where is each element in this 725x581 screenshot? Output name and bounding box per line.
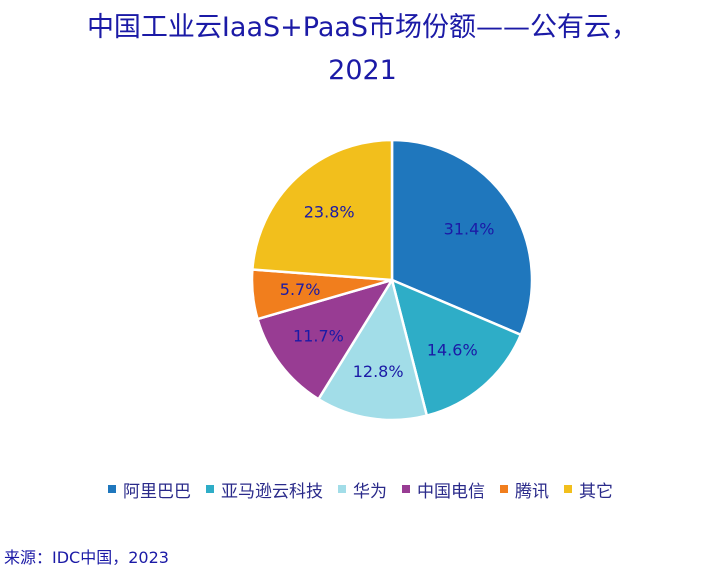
legend-item-3: 华为 — [338, 477, 387, 502]
legend-label-6: 其它 — [579, 481, 613, 502]
data-label-6: 23.8% — [304, 203, 355, 222]
chart-title-line-2: 2021 — [328, 55, 397, 86]
pie-slice-2 — [390, 278, 523, 417]
data-label-2: 14.6% — [427, 341, 478, 360]
data-label-5: 5.7% — [280, 280, 321, 299]
legend-item-6: 其它 — [564, 477, 613, 502]
legend-label-5: 腾讯 — [515, 481, 549, 502]
legend-label-3: 华为 — [353, 481, 387, 502]
chart-legend: 阿里巴巴 亚马逊云科技 华为 中国电信 腾讯 其它 — [108, 477, 628, 502]
legend-item-1: 阿里巴巴 — [108, 477, 191, 502]
legend-item-5: 腾讯 — [500, 477, 549, 502]
chart-title: 中国工业云IaaS+PaaS市场份额——公有云， 2021 — [0, 6, 725, 92]
source-note: 来源：IDC中国，2023 — [4, 548, 169, 567]
legend-item-4: 中国电信 — [402, 477, 485, 502]
legend-swatch-4 — [402, 485, 410, 493]
legend-swatch-2 — [206, 485, 214, 493]
pie-slice-3 — [317, 278, 429, 422]
legend-label-2: 亚马逊云科技 — [221, 481, 323, 502]
data-label-3: 12.8% — [353, 362, 404, 381]
legend-swatch-5 — [500, 485, 508, 493]
pie-slice-1 — [390, 138, 534, 337]
legend-swatch-6 — [564, 485, 572, 493]
chart-title-line-1: 中国工业云IaaS+PaaS市场份额——公有云， — [86, 12, 639, 43]
legend-swatch-3 — [338, 485, 346, 493]
legend-label-4: 中国电信 — [417, 481, 485, 502]
data-label-1: 31.4% — [444, 220, 495, 239]
legend-item-2: 亚马逊云科技 — [206, 477, 323, 502]
legend-swatch-1 — [108, 485, 116, 493]
legend-label-1: 阿里巴巴 — [123, 481, 191, 502]
pie-slice-6 — [251, 138, 394, 282]
data-label-4: 11.7% — [293, 326, 344, 345]
